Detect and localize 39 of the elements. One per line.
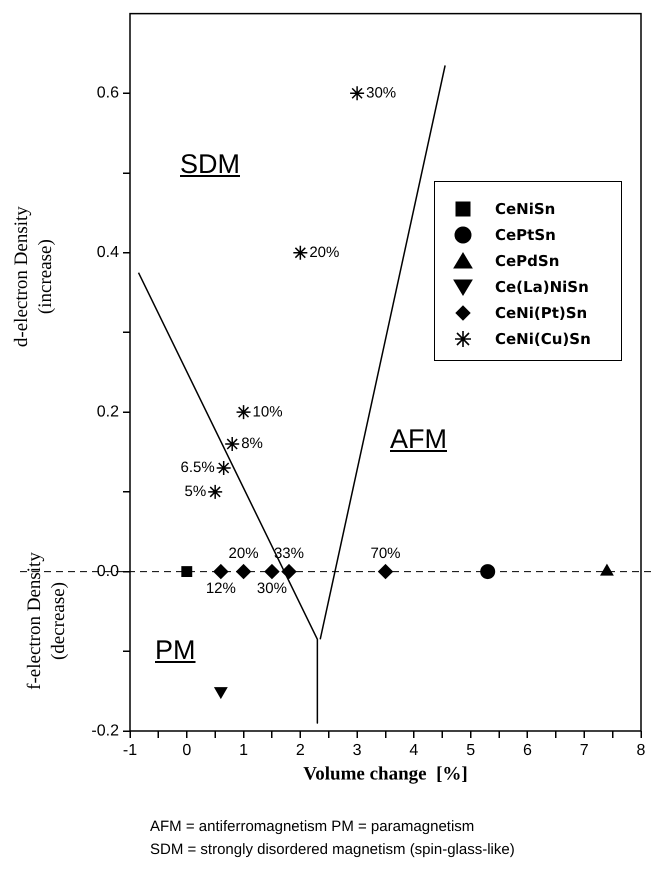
x-tick-label: 3 (352, 742, 362, 760)
annotation: 70% (370, 545, 401, 562)
y-tick-label: 0.4 (96, 244, 120, 262)
x-tick-label: 6 (522, 742, 532, 760)
legend-label: Ce(La)NiSn (495, 278, 589, 296)
y-tick-label: -0.2 (91, 722, 120, 740)
legend-label: CeNi(Cu)Sn (495, 330, 591, 348)
annotation: SDM (180, 148, 240, 180)
x-tick-label: 8 (636, 742, 646, 760)
annotation: PM (155, 634, 196, 666)
y-tick-label: 0.0 (96, 562, 120, 580)
y-axis-title: d-electron Density (increase) (10, 206, 56, 348)
x-tick-label: 5 (466, 742, 476, 760)
annotation: 12% (206, 580, 236, 598)
y-tick-label: 0.2 (96, 404, 120, 421)
annotation: 8% (241, 435, 263, 452)
annotation: 30% (366, 84, 396, 102)
y-tick-label: 0.6 (96, 84, 120, 102)
x-tick-label: 7 (580, 742, 589, 760)
annotation: 6.5% (180, 459, 215, 476)
text: AFM = antiferromagnetism PM = paramagnetism (150, 817, 476, 837)
text: SDM = strongly disordered magnetism (spin-glass-like) (150, 840, 515, 860)
x-tick-label: 4 (409, 742, 418, 760)
legend-label: CeNiSn (495, 200, 556, 218)
legend-label: CeNi(Pt)Sn (495, 304, 588, 322)
x-tick-label: -1 (122, 742, 138, 760)
annotation: 20% (228, 545, 259, 562)
annotation: 20% (309, 244, 340, 261)
text: f-electron Density (decrease) (23, 551, 70, 692)
legend-label: CePtSn (495, 226, 556, 244)
x-tick-label: 1 (239, 742, 248, 760)
annotation: 10% (252, 403, 283, 420)
x-tick-label: 0 (182, 742, 192, 760)
annotation: 30% (256, 580, 287, 598)
annotation: AFM (390, 423, 447, 455)
legend-label: CePdSn (495, 252, 560, 270)
annotation: 5% (184, 483, 206, 500)
x-axis-title: Volume change [%] (303, 764, 468, 785)
x-tick-label: 2 (296, 742, 305, 760)
